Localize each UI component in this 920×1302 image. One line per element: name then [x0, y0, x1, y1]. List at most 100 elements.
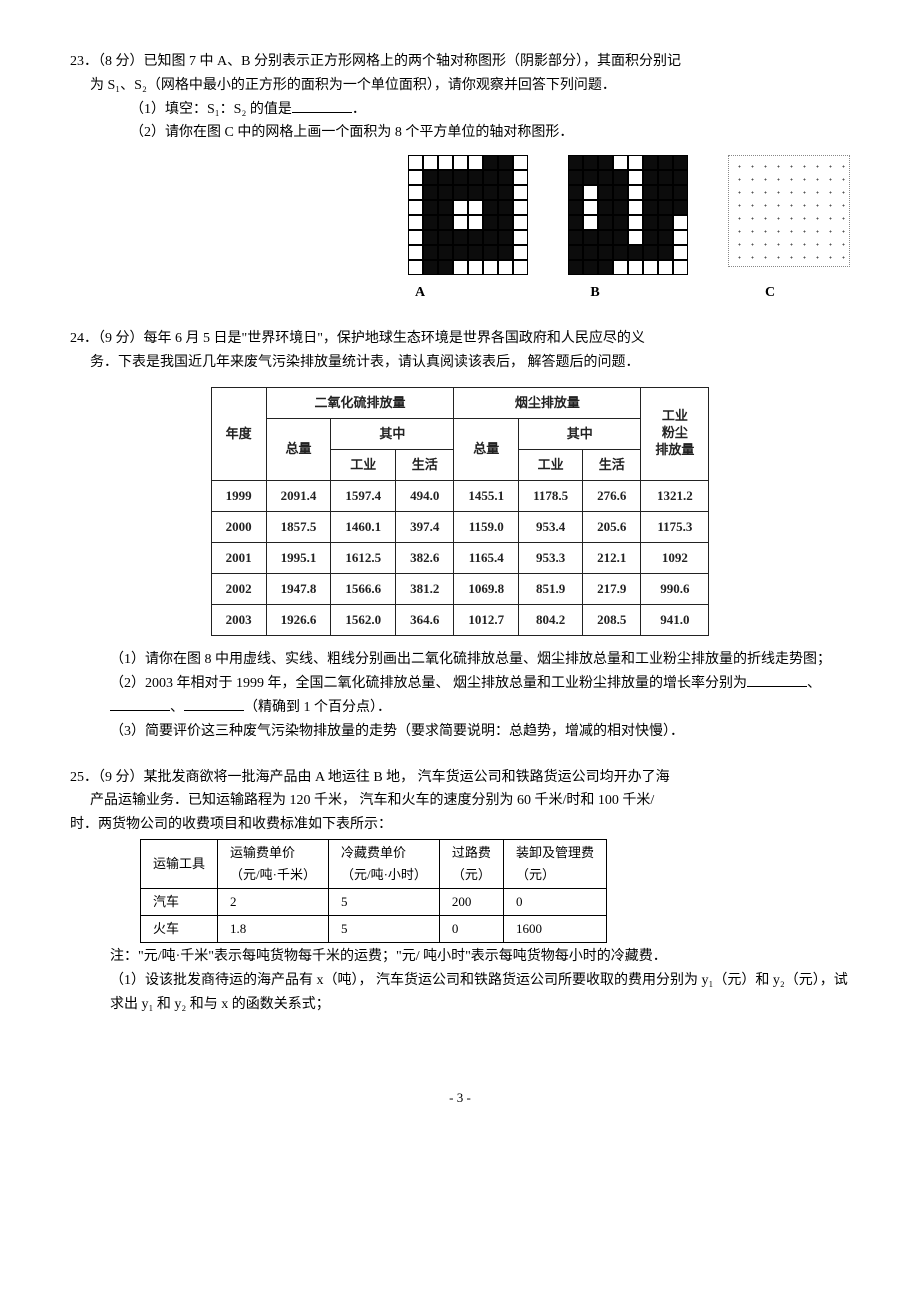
grid-cell [673, 245, 688, 260]
grid-cell [628, 245, 643, 260]
grid-cell [583, 200, 598, 215]
label-a: A [360, 281, 480, 305]
grid-cell [643, 155, 658, 170]
grid-cell [598, 200, 613, 215]
grid-cell [468, 170, 483, 185]
grid-cell [643, 260, 658, 275]
grid-cell [438, 185, 453, 200]
grid-cell [468, 260, 483, 275]
grid-cell [453, 215, 468, 230]
grid-cell [598, 215, 613, 230]
grid-cell [643, 215, 658, 230]
hdr-dust: 工业粉尘排放量 [641, 387, 709, 480]
blank-rate1 [747, 672, 807, 687]
table-row: 火车1.8501600 [141, 916, 607, 943]
hdr-sm-ind: 工业 [519, 449, 583, 480]
grid-cell [408, 230, 423, 245]
p24-q2mid2: 、 [170, 700, 184, 715]
table-row: 20031926.61562.0364.61012.7804.2208.5941… [211, 605, 709, 636]
p24-q2b: （精确到 1 个百分点）． [244, 700, 391, 715]
p25-heading: 25．（9 分）某批发商欲将一批海产品由 A 地运往 B 地， 汽车货运公司和铁… [70, 766, 850, 790]
grid-cell [483, 170, 498, 185]
grid-cell [598, 155, 613, 170]
hdr-sm-total: 总量 [454, 418, 519, 480]
grid-cell [483, 200, 498, 215]
table-cell: 494.0 [396, 480, 454, 511]
table-cell: 953.3 [519, 543, 583, 574]
grid-cell [498, 230, 513, 245]
grid-cell [513, 260, 528, 275]
table-cell: 381.2 [396, 574, 454, 605]
table-cell: 2003 [211, 605, 266, 636]
table-row: 20011995.11612.5382.61165.4953.3212.1109… [211, 543, 709, 574]
grid-cell [408, 200, 423, 215]
grid-cell [453, 260, 468, 275]
grid-cell [568, 230, 583, 245]
p24-q2a: （2）2003 年相对于 1999 年，全国二氧化硫排放总量、 烟尘排放总量和工… [110, 676, 747, 691]
p25-q1: （1）设该批发商待运的海产品有 x（吨）， 汽车货运公司和铁路货运公司所要收取的… [70, 969, 850, 1017]
table-cell: 1069.8 [454, 574, 519, 605]
hdr-so2-life: 生活 [396, 449, 454, 480]
table-cell: 208.5 [583, 605, 641, 636]
table-cell: 0 [503, 889, 606, 916]
table-row: 20021947.81566.6381.21069.8851.9217.9990… [211, 574, 709, 605]
grid-cell [568, 155, 583, 170]
table-cell: 5 [328, 916, 439, 943]
p25-line3: 时．两货物公司的收费项目和收费标准如下表所示： [70, 813, 850, 837]
table-cell: 1178.5 [519, 480, 583, 511]
table-cell: 1.8 [218, 916, 329, 943]
grid-cell [438, 260, 453, 275]
emission-table: 年度 二氧化硫排放量 烟尘排放量 工业粉尘排放量 总量 其中 总量 其中 工业 … [211, 387, 710, 637]
p24-q3: （3）简要评价这三种废气污染物排放量的走势（要求简要说明：总趋势，增减的相对快慢… [70, 720, 850, 744]
table-cell: 1926.6 [266, 605, 331, 636]
grid-cell [408, 215, 423, 230]
p23-q1b: ． [352, 102, 366, 117]
grid-cell [468, 185, 483, 200]
grid-cell [513, 200, 528, 215]
dot-grid-c [728, 155, 850, 267]
grid-cell [438, 155, 453, 170]
table-cell: 1562.0 [331, 605, 396, 636]
table-row: 20001857.51460.1397.41159.0953.4205.6117… [211, 511, 709, 542]
label-b: B [535, 281, 655, 305]
grid-cell [483, 245, 498, 260]
table-cell: 1165.4 [454, 543, 519, 574]
grid-cell [438, 215, 453, 230]
grid-cell [583, 260, 598, 275]
grid-cell [613, 230, 628, 245]
table-cell: 1995.1 [266, 543, 331, 574]
table-cell: 1012.7 [454, 605, 519, 636]
grid-cell [498, 245, 513, 260]
grid-cell [498, 155, 513, 170]
table-row: 19992091.41597.4494.01455.11178.5276.613… [211, 480, 709, 511]
grid-cell [408, 185, 423, 200]
grid-cell [598, 230, 613, 245]
fh-toll: 过路费（元） [439, 839, 503, 888]
grid-cell [438, 200, 453, 215]
table-cell: 2002 [211, 574, 266, 605]
grid-cell [673, 170, 688, 185]
label-c: C [710, 281, 830, 305]
grid-cell [613, 185, 628, 200]
grid-cell [468, 200, 483, 215]
freight-table: 运输工具 运输费单价（元/吨·千米） 冷藏费单价（元/吨·小时） 过路费（元） … [140, 839, 607, 943]
grid-cell [453, 200, 468, 215]
hdr-so2: 二氧化硫排放量 [266, 387, 454, 418]
grid-cell [468, 230, 483, 245]
table-cell: 364.6 [396, 605, 454, 636]
grid-cell [628, 155, 643, 170]
table-cell: 990.6 [641, 574, 709, 605]
grid-cell [583, 155, 598, 170]
grid-cell [673, 230, 688, 245]
grid-cell [423, 170, 438, 185]
grid-cell [423, 155, 438, 170]
grid-cell [583, 170, 598, 185]
grid-cell [628, 185, 643, 200]
grid-cell [598, 170, 613, 185]
grid-cell [583, 245, 598, 260]
table-cell: 276.6 [583, 480, 641, 511]
grid-cell [423, 200, 438, 215]
table-cell: 2 [218, 889, 329, 916]
grid-cell [408, 260, 423, 275]
table-cell: 1460.1 [331, 511, 396, 542]
